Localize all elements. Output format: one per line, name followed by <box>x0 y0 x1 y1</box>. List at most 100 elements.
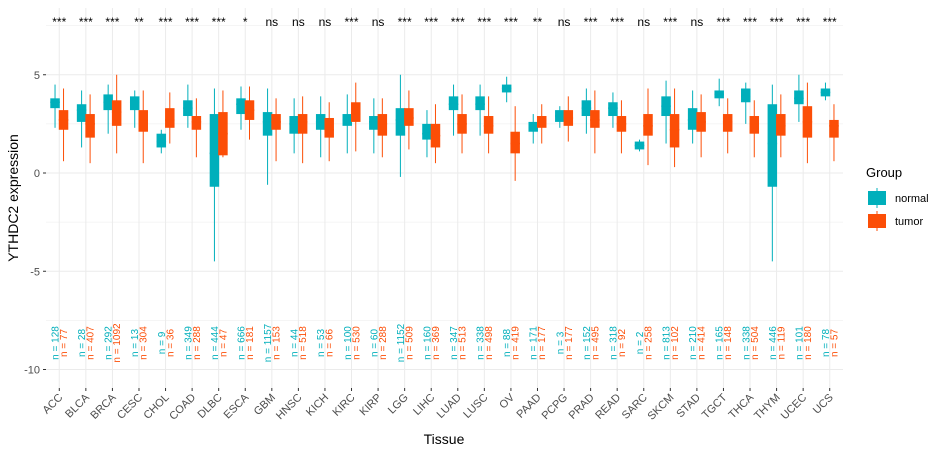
x-tick-label-kich: KICH <box>304 392 331 419</box>
count-tumor-chol: n = 36 <box>165 329 176 358</box>
x-tick-label-prad: PRAD <box>567 392 597 422</box>
count-tumor-stad: n = 414 <box>697 326 708 360</box>
count-normal-sarc: n = 2 <box>635 331 646 354</box>
box-body <box>510 131 520 154</box>
box-normal-lusc <box>475 84 485 136</box>
box-normal-hnsc <box>289 98 299 154</box>
box-normal-skcm <box>661 80 671 144</box>
significance-gbm: ns <box>265 15 278 29</box>
significance-ucs: *** <box>823 15 837 29</box>
box-normal-dlbc <box>209 88 220 262</box>
x-tick-label-coad: COAD <box>167 392 198 423</box>
box-body <box>687 108 698 130</box>
x-tick-label-cesc: CESC <box>115 392 145 422</box>
significance-prad: *** <box>584 15 598 29</box>
count-normal-ucec: n = 101 <box>794 326 805 360</box>
count-normal-lgg: n = 1152 <box>396 323 407 362</box>
significance-brca: *** <box>105 15 119 29</box>
count-tumor-ucec: n = 180 <box>803 326 814 360</box>
count-tumor-blca: n = 407 <box>86 326 97 360</box>
box-normal-tgct <box>714 78 724 107</box>
box-normal-stad <box>687 90 698 144</box>
significance-luad: *** <box>451 15 465 29</box>
legend-item-normal: normal <box>868 188 929 208</box>
significance-ucec: *** <box>796 15 810 29</box>
significance-kich: ns <box>319 15 332 29</box>
box-body <box>749 116 760 134</box>
box-tumor-thca <box>749 100 760 158</box>
count-tumor-cesc: n = 304 <box>139 326 150 360</box>
x-tick-label-pcpg: PCPG <box>540 392 571 423</box>
count-tumor-paad: n = 177 <box>537 326 548 360</box>
x-tick-label-ucec: UCEC <box>779 392 810 423</box>
count-tumor-kich: n = 66 <box>325 329 336 358</box>
box-body <box>85 114 95 138</box>
box-body <box>129 96 140 111</box>
x-tick-label-chol: CHOL <box>142 392 172 422</box>
x-tick-label-acc: ACC <box>40 392 65 417</box>
box-normal-kirc <box>342 94 353 154</box>
count-tumor-brca: n = 1092 <box>112 323 123 363</box>
count-normal-ov: n = 88 <box>502 329 513 358</box>
y-tick-label: 5 <box>34 70 40 82</box>
box-normal-cesc <box>129 90 140 128</box>
box-body <box>722 114 733 132</box>
x-axis-title: Tissue <box>424 431 465 447</box>
box-body <box>794 90 804 105</box>
significance-pcpg: ns <box>558 15 571 29</box>
count-normal-brca: n = 292 <box>104 326 115 360</box>
box-normal-brca <box>103 84 113 134</box>
box-normal-kich <box>315 96 326 158</box>
box-body <box>369 116 379 130</box>
count-normal-stad: n = 210 <box>688 326 699 360</box>
x-tick-label-lusc: LUSC <box>461 392 490 421</box>
significance-thca: *** <box>743 15 757 29</box>
y-axis-ticks: -10 -5 0 5 <box>24 70 46 377</box>
significance-chol: *** <box>159 15 173 29</box>
count-normal-ucs: n = 78 <box>821 329 832 358</box>
x-tick-label-skcm: SKCM <box>645 392 676 423</box>
x-tick-label-stad: STAD <box>674 392 703 421</box>
significance-sarc: ns <box>637 15 650 29</box>
plot-background <box>46 8 843 388</box>
box-tumor-blca <box>85 94 95 164</box>
count-normal-lihc: n = 160 <box>422 326 433 360</box>
significance-read: *** <box>610 15 624 29</box>
box-normal-read <box>608 92 618 128</box>
significance-acc: *** <box>52 15 66 29</box>
box-normal-kirp <box>369 98 379 154</box>
x-tick-label-thym: THYM <box>752 392 783 423</box>
count-normal-thym: n = 446 <box>768 326 779 360</box>
box-body <box>351 102 361 122</box>
count-normal-prad: n = 152 <box>582 326 593 360</box>
box-normal-ucs <box>820 82 831 101</box>
box-normal-thca <box>741 82 751 124</box>
significance-lgg: *** <box>398 15 412 29</box>
count-tumor-thca: n = 504 <box>750 326 761 360</box>
box-tumor-brca <box>111 74 122 154</box>
box-normal-sarc <box>634 139 645 152</box>
box-body <box>422 123 432 140</box>
box-normal-prad <box>581 88 592 134</box>
count-normal-gbm: n = 1157 <box>263 323 274 362</box>
count-tumor-ucs: n = 57 <box>829 329 840 358</box>
count-tumor-pcpg: n = 177 <box>564 326 575 360</box>
box-normal-ov <box>501 76 512 103</box>
count-normal-chol: n = 9 <box>157 331 168 354</box>
significance-lusc: *** <box>477 15 491 29</box>
count-normal-blca: n = 28 <box>77 329 88 358</box>
box-tumor-kich <box>324 102 334 162</box>
count-tumor-coad: n = 288 <box>192 326 203 360</box>
count-tumor-tgct: n = 148 <box>723 326 734 360</box>
boxes <box>50 74 839 262</box>
box-tumor-kirp <box>377 98 388 158</box>
box-tumor-ucs <box>829 104 839 162</box>
box-tumor-lusc <box>483 96 494 154</box>
significance-stad: ns <box>691 15 704 29</box>
x-tick-label-thca: THCA <box>726 391 756 421</box>
significance-esca: * <box>243 15 248 29</box>
count-normal-coad: n = 349 <box>183 326 194 360</box>
x-tick-label-ucs: UCS <box>811 392 836 417</box>
box-normal-chol <box>156 129 167 154</box>
box-body <box>404 108 414 126</box>
